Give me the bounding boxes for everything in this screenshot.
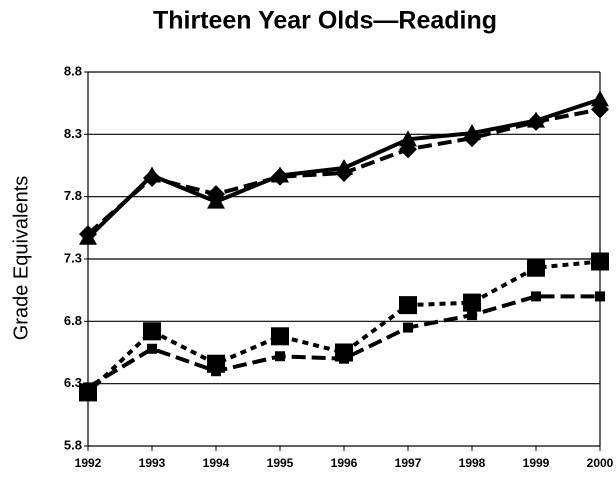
marker [399, 130, 417, 147]
x-tick-label: 1992 [75, 456, 102, 470]
marker [467, 310, 477, 321]
marker [463, 293, 481, 312]
marker [275, 351, 285, 362]
marker [531, 291, 541, 302]
x-tick-label: 1996 [331, 456, 358, 470]
y-tick-label: 6.3 [64, 375, 82, 390]
marker [143, 166, 161, 183]
marker [271, 166, 289, 183]
series-line [86, 259, 601, 394]
marker [79, 228, 97, 245]
marker [335, 343, 353, 362]
y-tick-label: 8.3 [64, 126, 82, 141]
marker [403, 322, 413, 333]
marker [527, 258, 545, 277]
marker [271, 327, 289, 346]
y-tick-label: 7.8 [64, 188, 82, 203]
marker [147, 343, 157, 354]
x-tick-label: 2000 [587, 456, 614, 470]
marker [143, 322, 161, 341]
marker [591, 252, 609, 271]
y-tick-label: 5.8 [64, 437, 82, 452]
y-axis-label: Grade Equivalents [10, 176, 32, 341]
x-tick-label: 1999 [523, 456, 550, 470]
x-tick-label: 1994 [203, 456, 230, 470]
y-tick-label: 6.8 [64, 313, 82, 328]
marker [399, 296, 417, 315]
x-tick-label: 1998 [459, 456, 486, 470]
marker [79, 383, 97, 402]
x-tick-label: 1993 [139, 456, 166, 470]
marker [207, 354, 225, 373]
marker [527, 111, 545, 128]
y-tick-label: 7.3 [64, 250, 82, 265]
marker [595, 291, 605, 302]
marker [463, 124, 481, 141]
marker [207, 192, 225, 209]
x-tick-label: 1997 [395, 456, 422, 470]
series-line [86, 294, 600, 390]
y-tick-label: 8.8 [64, 63, 82, 78]
marker [591, 90, 609, 107]
x-tick-label: 1995 [267, 456, 294, 470]
marker [335, 158, 353, 175]
chart-title: Thirteen Year Olds—Reading [153, 7, 497, 35]
